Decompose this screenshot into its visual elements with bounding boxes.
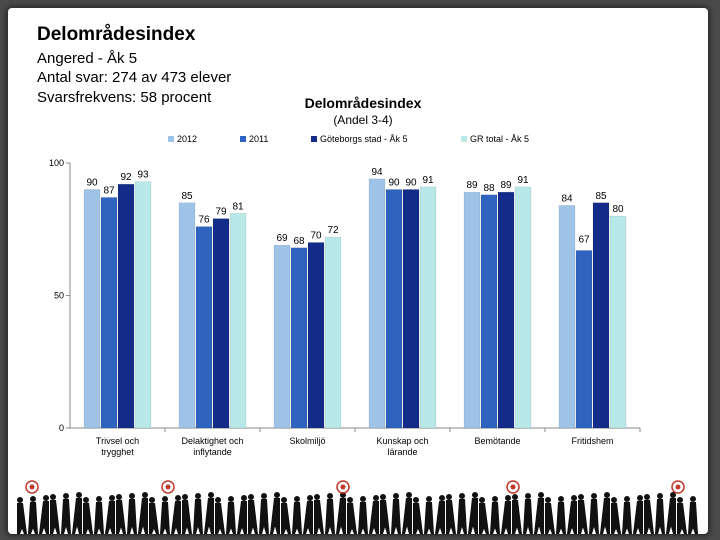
bar-5-1	[575, 250, 593, 429]
chart-title: Delområdesindex	[305, 95, 422, 111]
category-label-2-0: Skolmiljö	[289, 436, 325, 446]
category-label-1-1: inflytande	[193, 447, 232, 457]
y-tick-label-1: 50	[54, 291, 64, 301]
bar-1-0	[178, 202, 196, 429]
bar-5-2	[592, 202, 610, 429]
value-label-3-0: 94	[371, 167, 383, 178]
value-label-3-2: 90	[405, 178, 417, 189]
y-tick-label-2: 100	[49, 158, 64, 168]
bar-2-2	[307, 242, 325, 429]
category-label-0-0: Trivsel och	[96, 436, 139, 446]
bar-0-2	[117, 183, 135, 429]
value-label-1-0: 85	[181, 191, 193, 202]
bar-4-0	[463, 191, 481, 429]
slide-title: Delområdesindex	[37, 24, 196, 45]
value-label-1-3: 81	[232, 201, 244, 212]
value-label-1-2: 79	[215, 207, 227, 218]
bar-5-3	[609, 215, 627, 429]
value-label-2-1: 68	[293, 236, 305, 247]
bar-5-0	[558, 205, 576, 429]
value-label-0-1: 87	[103, 185, 115, 196]
value-label-4-3: 91	[517, 175, 529, 186]
bar-0-1	[100, 197, 118, 429]
chart-subtitle: (Andel 3-4)	[333, 113, 392, 127]
bar-3-2	[402, 189, 420, 429]
bar-4-3	[514, 186, 532, 429]
bar-4-2	[497, 191, 515, 429]
value-label-5-3: 80	[612, 204, 624, 215]
bar-3-3	[419, 186, 437, 429]
bar-2-1	[290, 247, 308, 429]
response-rate-line: Svarsfrekvens: 58 procent	[37, 89, 212, 106]
legend-label-2: Göteborgs stad - Åk 5	[320, 134, 408, 144]
bar-3-0	[368, 178, 386, 429]
legend-swatch-2	[311, 136, 317, 142]
legend-swatch-0	[168, 136, 174, 142]
legend-label-3: GR total - Åk 5	[470, 134, 529, 144]
category-label-3-1: lärande	[387, 447, 417, 457]
bar-0-0	[83, 189, 101, 429]
value-label-4-2: 89	[500, 180, 512, 191]
legend-swatch-1	[240, 136, 246, 142]
value-label-1-1: 76	[198, 215, 210, 226]
value-label-2-0: 69	[276, 233, 288, 244]
value-label-5-1: 67	[578, 234, 590, 245]
category-label-1-0: Delaktighet och	[181, 436, 243, 446]
value-label-2-2: 70	[310, 231, 322, 242]
footer-silhouette-strip	[17, 480, 698, 534]
bar-4-1	[480, 194, 498, 429]
value-label-3-3: 91	[422, 175, 434, 186]
bar-1-3	[229, 213, 247, 429]
bar-2-0	[273, 244, 291, 429]
value-label-4-0: 89	[466, 180, 478, 191]
slide: Delområdesindex Angered - Åk 5 Antal sva…	[8, 8, 708, 534]
legend-swatch-3	[461, 136, 467, 142]
school-grade-line: Angered - Åk 5	[37, 50, 138, 67]
category-label-0-1: trygghet	[101, 447, 134, 457]
bar-3-1	[385, 189, 403, 429]
bar-1-2	[212, 218, 230, 429]
bar-2-3	[324, 236, 342, 429]
value-label-4-1: 88	[483, 183, 495, 194]
value-label-0-2: 92	[120, 172, 132, 183]
bar-1-1	[195, 226, 213, 429]
value-label-5-0: 84	[561, 193, 573, 204]
y-tick-label-0: 0	[59, 423, 64, 433]
bar-0-3	[134, 181, 152, 429]
value-label-0-3: 93	[137, 170, 149, 181]
response-count-line: Antal svar: 274 av 473 elever	[37, 69, 232, 86]
value-label-5-2: 85	[595, 191, 607, 202]
value-label-0-0: 90	[86, 178, 98, 189]
legend-label-0: 2012	[177, 134, 197, 144]
value-label-3-1: 90	[388, 178, 400, 189]
category-label-3-0: Kunskap och	[376, 436, 428, 446]
category-label-5-0: Fritidshem	[571, 436, 613, 446]
chart: Delområdesindex (Andel 3-4) 2012 2011 Götebo…	[49, 95, 641, 457]
category-label-4-0: Bemötande	[474, 436, 520, 446]
legend-label-1: 2011	[249, 134, 268, 144]
value-label-2-3: 72	[327, 225, 339, 236]
